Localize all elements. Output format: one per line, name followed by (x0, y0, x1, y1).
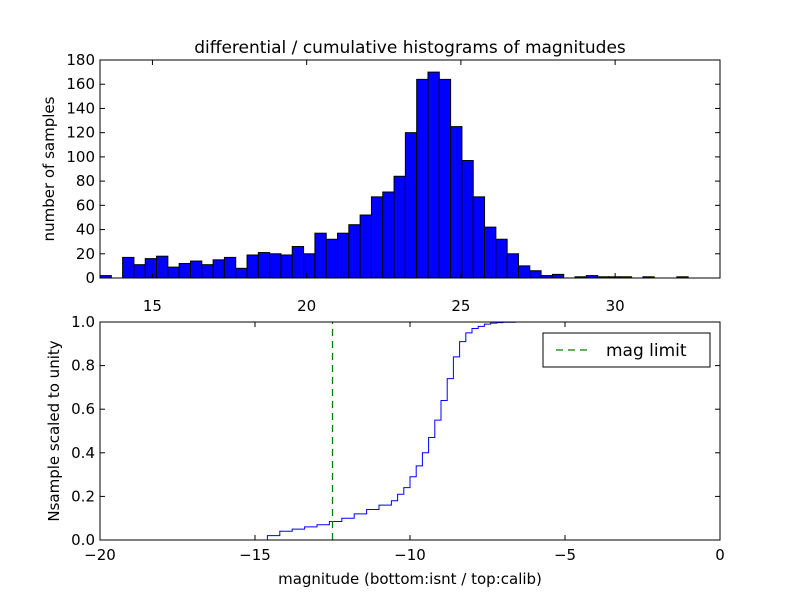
bottom-y-tick-label: 0.8 (71, 357, 95, 375)
histogram-bar (257, 252, 271, 279)
histogram-bar (235, 267, 248, 279)
histogram-bar (246, 254, 259, 279)
histogram-bar (178, 262, 191, 279)
top-x-tick-label: 20 (297, 297, 316, 315)
histogram-bar (337, 232, 350, 279)
top-y-tick-label: 120 (66, 124, 95, 142)
histogram-bar (212, 259, 225, 279)
top-y-tick-label: 80 (76, 172, 95, 190)
histogram-bar (280, 254, 293, 279)
bottom-plot-frame (99, 321, 721, 541)
top-plot-frame (99, 59, 721, 279)
top-x-tick-label: 30 (606, 297, 625, 315)
histogram-bar (506, 253, 519, 279)
top-x-tick-label: 25 (451, 297, 470, 315)
top-y-tick-label: 180 (66, 51, 95, 69)
histogram-bar (291, 246, 305, 279)
histogram-bar (144, 258, 158, 279)
histogram-bar (551, 273, 565, 279)
top-y-tick-label: 40 (76, 221, 95, 239)
histogram-bar (393, 175, 406, 279)
histogram-bar (156, 255, 169, 279)
bottom-x-tick-label: −5 (554, 546, 576, 564)
top-y-tick-label: 160 (66, 75, 95, 93)
histogram-bar (484, 226, 497, 279)
histogram-bar (438, 78, 452, 279)
bottom-x-tick-label: −20 (84, 546, 116, 564)
top-y-tick-label: 140 (66, 99, 95, 117)
histogram-bar (325, 238, 339, 279)
top-ticks-group: 0 20 40 60 80 100 120 140 160 180 15 20 25 30 (66, 51, 720, 315)
histogram-bar (461, 160, 474, 279)
top-y-axis-label: number of samples (40, 96, 58, 241)
histogram-bar (167, 266, 180, 279)
histogram-bar (189, 260, 203, 279)
histogram-bar (223, 256, 237, 279)
histogram-bar (269, 253, 282, 279)
legend-label-mag-limit: mag limit (606, 341, 687, 361)
histogram-bar (122, 256, 135, 279)
chart-title: differential / cumulative histograms of … (194, 38, 626, 58)
histogram-bar (472, 196, 486, 279)
histogram-bar (529, 270, 542, 279)
histogram-bar (201, 264, 214, 279)
top-histogram-panel: 0 20 40 60 80 100 120 140 160 180 15 20 25 30 differe… (40, 38, 721, 315)
bottom-x-tick-label: −15 (239, 546, 271, 564)
histogram-bar (404, 132, 418, 279)
bottom-lines-group (100, 321, 721, 541)
histogram-bar (370, 196, 384, 279)
bottom-y-axis-label: Nsample scaled to unity (45, 340, 63, 521)
bottom-x-tick-label: 0 (715, 546, 725, 564)
top-bars-group (99, 71, 689, 279)
bottom-x-tick-label: −10 (394, 546, 426, 564)
histogram-bar (427, 71, 440, 279)
histogram-bar (517, 265, 531, 279)
cumulative-step-line (100, 321, 721, 541)
bottom-y-tick-label: 0.4 (71, 444, 95, 462)
histogram-bar (348, 224, 361, 279)
top-y-tick-label: 20 (76, 245, 95, 263)
histogram-bar (303, 253, 316, 279)
legend: mag limit (542, 332, 711, 368)
histogram-bar (314, 232, 327, 279)
top-x-tick-label: 15 (143, 297, 162, 315)
histogram-bar (382, 191, 395, 279)
histogram-bar (416, 78, 429, 279)
histogram-bar (450, 126, 463, 279)
bottom-x-axis-label: magnitude (bottom:isnt / top:calib) (278, 570, 542, 588)
bottom-y-tick-label: 0.0 (71, 531, 95, 549)
histogram-bar (359, 214, 372, 279)
bottom-y-tick-label: 0.6 (71, 400, 95, 418)
bottom-y-tick-label: 1.0 (71, 313, 95, 331)
top-y-tick-label: 0 (85, 269, 95, 287)
top-y-tick-label: 60 (76, 196, 95, 214)
top-y-tick-label: 100 (66, 148, 95, 166)
histogram-bar (133, 264, 146, 279)
bottom-cumulative-panel: 0.0 0.2 0.4 0.6 0.8 1.0 −20 −15 −10 −5 0 magnitude… (45, 313, 725, 588)
bottom-y-tick-label: 0.2 (71, 487, 95, 505)
histogram-bar (495, 238, 508, 279)
